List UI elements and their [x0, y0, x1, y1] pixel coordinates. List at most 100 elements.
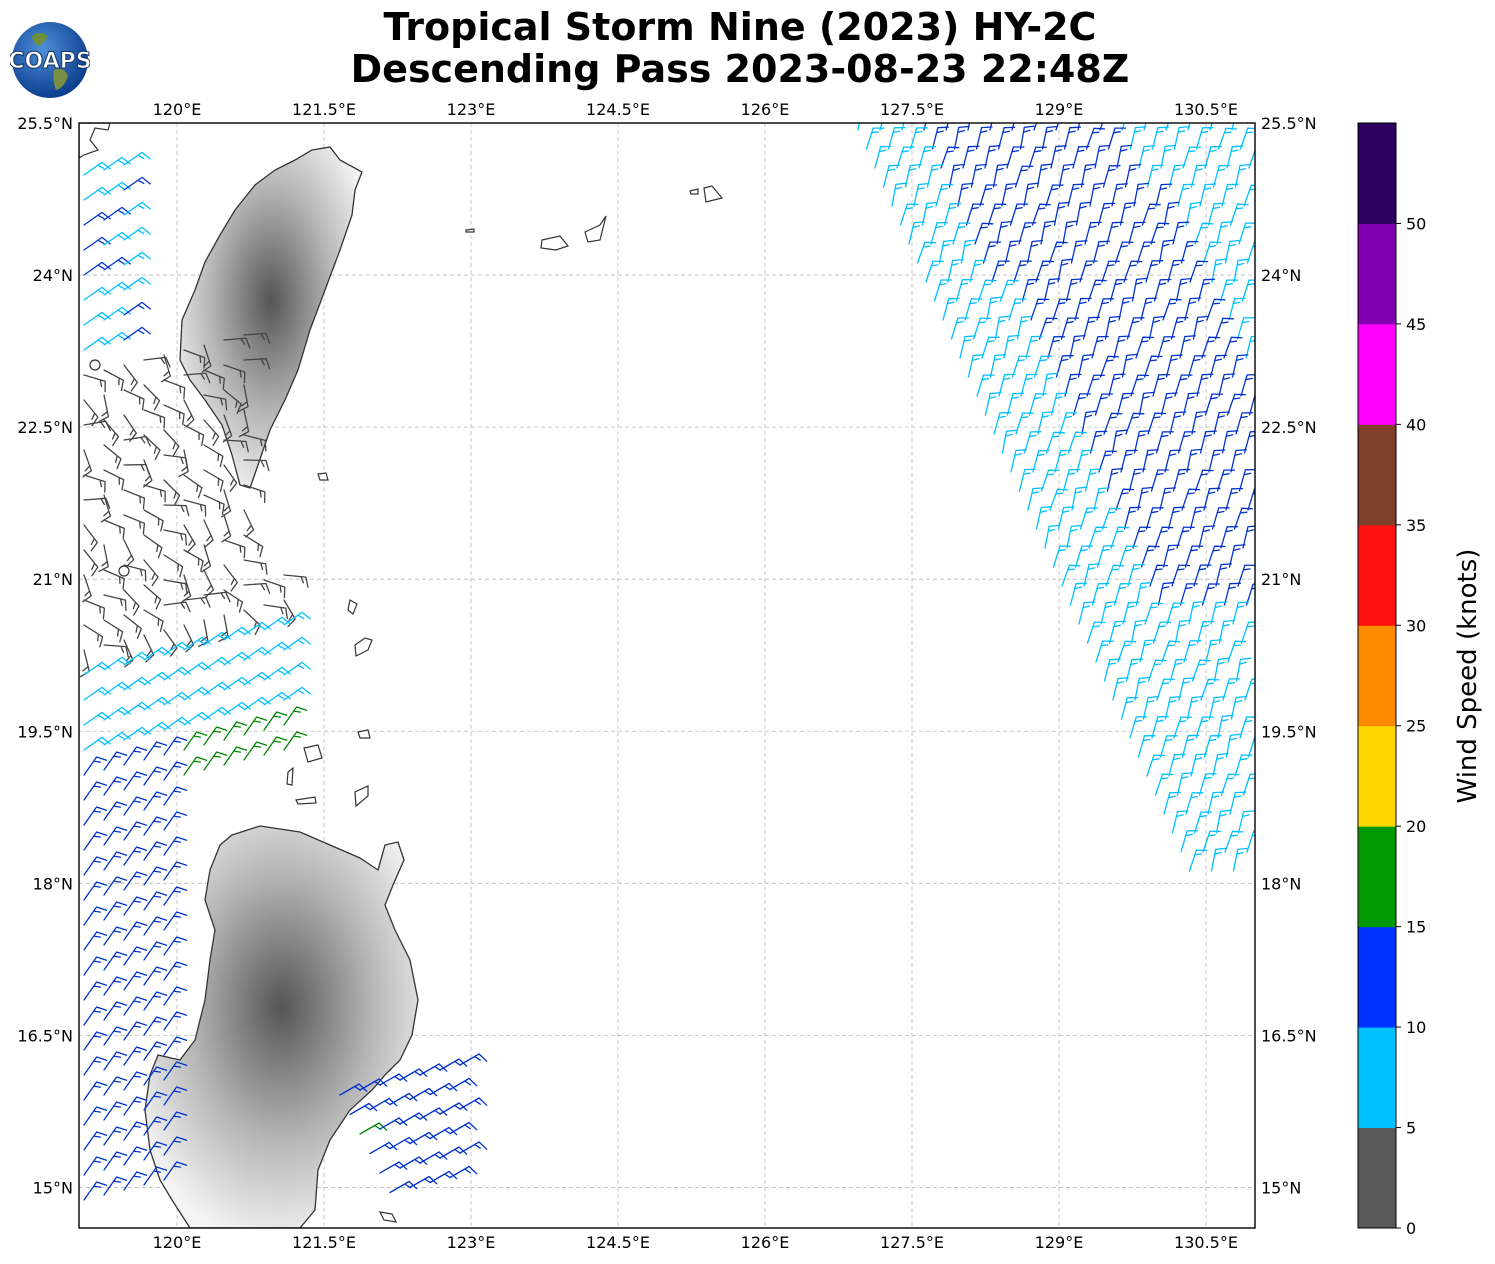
wind-barb: [83, 661, 111, 676]
lon-tick-label: 124.5°E: [586, 100, 650, 119]
wind-barb: [1134, 676, 1151, 701]
wind-barb: [921, 201, 938, 226]
wind-barb: [1189, 506, 1207, 530]
wind-barb: [908, 221, 926, 245]
wind-barb: [1150, 469, 1169, 492]
wind-barb: [83, 1106, 108, 1126]
wind-barb: [103, 1101, 128, 1121]
wind-barb: [1118, 545, 1138, 568]
wind-barb: [1026, 239, 1044, 264]
wind-barb: [1153, 278, 1172, 302]
wind-barb: [83, 956, 108, 976]
wind-barb: [183, 731, 208, 751]
wind-barb: [83, 906, 108, 926]
wind-barb: [83, 1181, 108, 1201]
colorbar-tick-label: 35: [1406, 516, 1426, 535]
wind-barb: [1147, 659, 1167, 682]
wind-barb: [223, 721, 248, 741]
wind-barb: [183, 686, 211, 701]
wind-barb: [904, 164, 922, 188]
wind-barb: [1196, 620, 1215, 644]
wind-barb: [123, 326, 151, 341]
wind-barb: [163, 1086, 188, 1106]
wind-barb: [143, 1016, 168, 1036]
coaps-logo: COAPS: [10, 22, 90, 98]
wind-barb: [1019, 125, 1036, 150]
wind-barb: [283, 731, 308, 751]
colorbar-segment: [1358, 323, 1396, 425]
wind-barb: [1123, 260, 1143, 283]
wind-barb: [1088, 526, 1108, 549]
lon-tick-label: 126°E: [741, 100, 790, 119]
wind-barb: [123, 871, 148, 891]
wind-barb: [1141, 203, 1161, 226]
wind-barb: [163, 961, 188, 981]
wind-barb: [1018, 468, 1036, 492]
wind-barb: [243, 716, 268, 736]
wind-barb: [399, 1112, 428, 1125]
wind-barb: [1203, 735, 1222, 758]
wind-barb: [1162, 298, 1182, 321]
wind-barb: [1240, 374, 1255, 397]
wind-barb: [1150, 222, 1170, 245]
wind-barb: [1074, 297, 1092, 321]
wind-barb: [103, 419, 120, 447]
wind-barb: [389, 1092, 418, 1106]
wind-barb: [163, 479, 181, 506]
wind-barb: [1112, 677, 1129, 701]
wind-barb: [1233, 258, 1250, 283]
wind-barb: [98, 544, 109, 573]
wind-barb: [243, 534, 264, 558]
wind-barb: [1219, 279, 1239, 302]
wind-barb: [1146, 754, 1166, 777]
wind-barb: [399, 1068, 428, 1081]
wind-barb: [83, 549, 99, 577]
wind-barb: [957, 182, 974, 207]
wind-barb: [1087, 279, 1107, 302]
wind-barb: [1158, 239, 1175, 264]
colorbar-tick-label: 50: [1406, 214, 1426, 233]
wind-barb: [283, 574, 309, 588]
wind-barb: [938, 239, 955, 264]
lat-tick-label: 16.5°N: [17, 1026, 73, 1045]
wind-barb: [103, 1176, 128, 1196]
wind-barb: [203, 469, 224, 492]
wind-barb: [83, 806, 108, 826]
wind-barb: [83, 1081, 108, 1101]
wind-barb: [984, 145, 1001, 169]
wind-barb: [982, 241, 1002, 264]
wind-barb: [203, 681, 231, 696]
lon-tick-label: 121.5°E: [292, 1233, 356, 1252]
wind-barb: [1099, 123, 1104, 131]
colorbar: 0 5 10 15 20 25 30 35 40 45 50: [1357, 122, 1426, 1238]
wind-barb: [1040, 469, 1060, 492]
wind-barb: [82, 574, 92, 603]
wind-barb: [1013, 260, 1032, 283]
wind-barb: [1142, 696, 1160, 720]
wind-barb: [123, 701, 151, 716]
wind-barb: [1001, 182, 1018, 207]
wind-barb: [163, 529, 188, 546]
wind-barb: [1145, 507, 1164, 530]
wind-barb: [163, 579, 188, 595]
colorbar-segment: [1358, 725, 1396, 827]
wind-barb: [143, 791, 168, 811]
wind-barb: [1205, 639, 1223, 663]
colorbar-segment: [1358, 123, 1396, 224]
wind-barb: [1094, 144, 1111, 169]
wind-barb: [1074, 545, 1094, 568]
wind-barb: [1180, 240, 1199, 264]
wind-barb: [865, 127, 885, 150]
lon-tick-label: 130.5°E: [1174, 100, 1238, 119]
wind-barb: [1035, 506, 1053, 530]
wind-barb: [263, 641, 291, 656]
wind-barb: [965, 203, 985, 226]
wind-barb: [143, 384, 161, 411]
wind-barb: [243, 582, 271, 594]
wind-barb: [1185, 201, 1202, 226]
wind-barb: [1236, 317, 1255, 340]
wind-barb: [1169, 658, 1188, 682]
wind-barb: [977, 279, 997, 302]
wind-barb: [899, 203, 919, 226]
wind-barb: [143, 1066, 168, 1086]
